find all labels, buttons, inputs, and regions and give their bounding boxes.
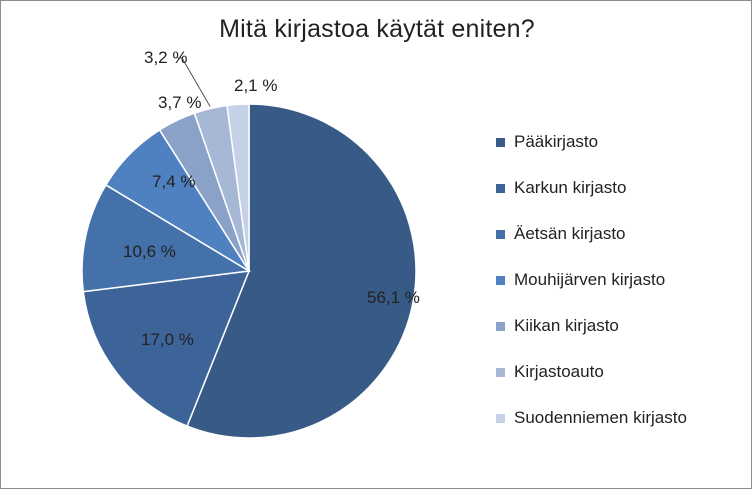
legend-item-karkun-kirjasto: Karkun kirjasto bbox=[496, 165, 746, 211]
legend-label: Äetsän kirjasto bbox=[514, 224, 626, 243]
legend-item-suodenniemen-kirjasto: Suodenniemen kirjasto bbox=[496, 395, 746, 441]
legend-swatch bbox=[496, 321, 505, 331]
data-label-kiikan-kirjasto: 3,7 % bbox=[158, 93, 201, 112]
pie-slice-suodenniemen-kirjasto bbox=[226, 103, 250, 272]
legend-label: Suodenniemen kirjasto bbox=[514, 408, 687, 427]
legend-label: Karkun kirjasto bbox=[514, 178, 627, 197]
legend-label: Kirjastoauto bbox=[514, 362, 604, 381]
pie-slice-paakirjasto bbox=[186, 103, 417, 439]
chart-title: Mitä kirjastoa käytät eniten? bbox=[219, 15, 535, 43]
legend-item-kiikan-kirjasto: Kiikan kirjasto bbox=[496, 303, 746, 349]
data-label-aetsan-kirjasto: 10,6 % bbox=[123, 242, 176, 261]
data-label-paakirjasto: 56,1 % bbox=[367, 288, 420, 307]
legend-item-aetsan-kirjasto: Äetsän kirjasto bbox=[496, 211, 746, 257]
legend-swatch bbox=[496, 137, 505, 147]
legend-swatch bbox=[496, 183, 505, 193]
leader-line-kirjastoauto bbox=[178, 57, 211, 107]
legend-label: Kiikan kirjasto bbox=[514, 316, 619, 335]
legend: Pääkirjasto Karkun kirjasto Äetsän kirjast… bbox=[496, 119, 746, 441]
legend-label: Mouhijärven kirjasto bbox=[514, 270, 666, 289]
data-label-kirjastoauto: 3,2 % bbox=[144, 48, 187, 67]
legend-label: Pääkirjasto bbox=[514, 132, 599, 151]
legend-item-paakirjasto: Pääkirjasto bbox=[496, 119, 746, 165]
pie-slice-aetsan-kirjasto bbox=[81, 183, 252, 293]
data-label-mouhijarven-kirjasto: 7,4 % bbox=[152, 172, 195, 191]
legend-swatch bbox=[496, 275, 505, 285]
legend-swatch bbox=[496, 229, 505, 239]
data-label-karkun-kirjasto: 17,0 % bbox=[141, 330, 194, 349]
legend-swatch bbox=[496, 367, 505, 377]
legend-item-mouhijarven-kirjasto: Mouhijärven kirjasto bbox=[496, 257, 746, 303]
legend-item-kirjastoauto: Kirjastoauto bbox=[496, 349, 746, 395]
data-label-suodenniemen-kirjasto: 2,1 % bbox=[234, 76, 277, 95]
legend-swatch bbox=[496, 413, 505, 423]
pie-slice-karkun-kirjasto bbox=[82, 270, 251, 428]
